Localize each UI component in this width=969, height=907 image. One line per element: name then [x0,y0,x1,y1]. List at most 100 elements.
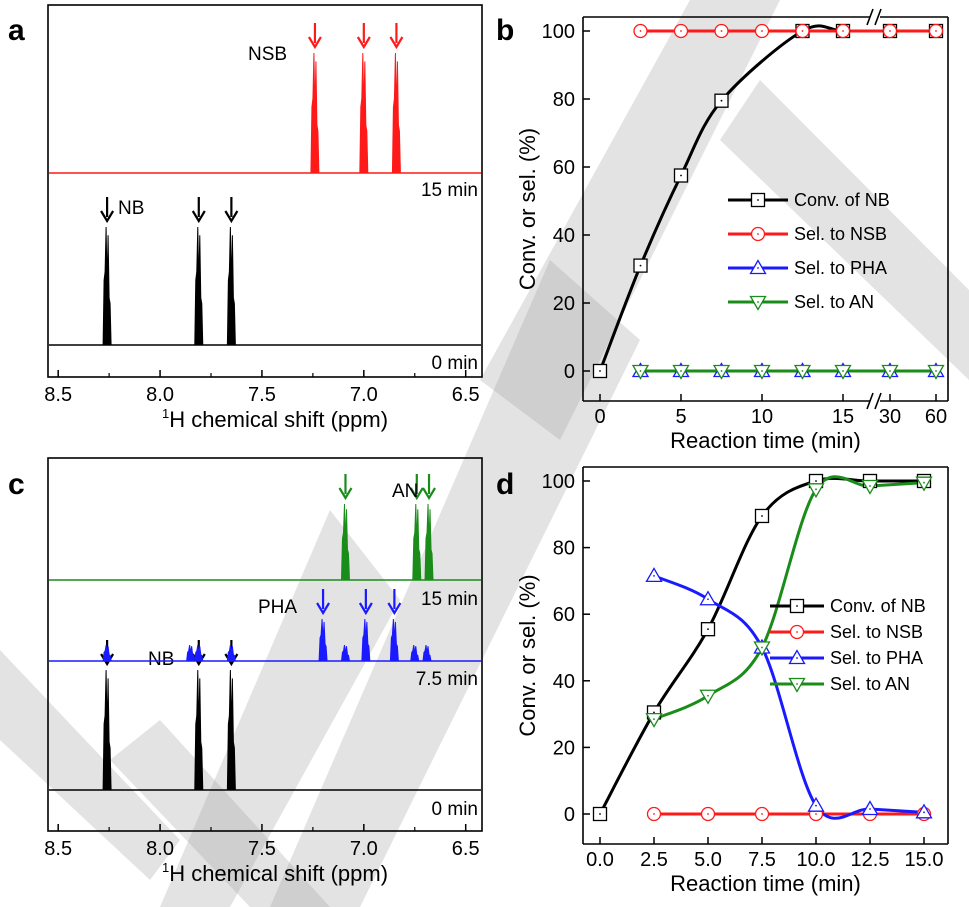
peak [194,644,204,662]
marker-dot [796,657,798,659]
peak [194,669,204,791]
legend-label: Sel. to NSB [794,224,887,244]
marker-dot [720,370,723,372]
peak [359,52,369,174]
y-tick-label: 80 [553,89,575,111]
legend-label: Sel. to PHA [794,258,887,278]
marker-dot [801,30,804,32]
peak [310,52,320,174]
axis-break-gap [870,396,880,406]
y-tick-label: 80 [553,538,575,560]
marker-dot [935,30,937,32]
marker-triangle-down [788,677,806,693]
time-label: 15 min [421,180,478,201]
x-tick-label: 7.0 [350,384,378,406]
x-axis-title-sup: 1 [162,406,169,421]
marker-dot [680,30,682,32]
marker-dot [761,515,763,517]
y-tick-label: 0 [564,361,575,383]
legend-item: Conv. of NB [728,190,890,210]
marker-dot [720,99,723,102]
peak-arrowhead [356,36,371,50]
legend-label: Conv. of NB [830,596,926,616]
series-markers [631,364,945,380]
y-tick-label: 100 [542,471,575,493]
peak-arrowhead [389,36,404,50]
marker-dot [923,811,925,814]
x-tick-label: 7.5 [748,849,776,871]
trace-nsb: NSB 15 min [49,23,481,201]
y-tick-label: 20 [553,737,575,759]
x-tick-label: 10 [751,406,773,428]
x-tick-label: 8.5 [44,838,72,860]
panel-letter-b: b [496,14,514,47]
peak-arrowhead [338,487,353,501]
marker-dot [653,813,655,815]
marker-dot [815,813,817,815]
marker-triangle-down [672,364,690,380]
marker-triangle-up [699,590,717,606]
marker-triangle-down [881,364,899,380]
time-label: 7.5 min [416,669,478,690]
trace-an: AN 15 min [49,474,481,610]
peak [424,503,434,581]
marker-dot [796,605,798,607]
plot-frame [47,4,483,378]
y-tick-label: 40 [553,225,575,247]
marker-dot [815,804,817,807]
x-axis-title: Reaction time (min) [670,428,861,453]
marker-dot [757,199,759,201]
marker-dot [757,267,759,269]
marker-dot [801,370,804,372]
x-tick-label: 7.5 [248,384,276,406]
peak-arrowhead [409,487,424,501]
x-tick-label: 0 [594,406,605,428]
legend-item: Sel. to AN [770,674,910,694]
peak [412,503,422,581]
time-label: 0 min [432,799,478,820]
panel-a-nmr: 8.5 8.0 7.5 7.0 6.5 1H chemical shift (ppm) NB… [44,4,483,432]
legend-item: Sel. to PHA [770,648,923,668]
legend-label: Sel. to AN [794,292,874,312]
marker-dot [653,711,655,714]
series-markers [645,476,933,728]
marker-dot [935,370,937,372]
marker-triangle-down [753,364,771,380]
x-tick-label: 12.5 [851,849,890,871]
peak [318,618,328,662]
panel-letter-d: d [496,468,514,501]
x-axis-title-text: H chemical shift (ppm) [169,861,388,886]
x-axis-title: 1H chemical shift (ppm) [162,406,388,432]
marker-dot [707,694,709,697]
marker-dot [599,370,601,372]
legend-label: Sel. to PHA [830,648,923,668]
marker-triangle-down [807,483,825,499]
peak [389,618,399,662]
marker-dot [796,683,798,685]
peak [226,644,236,662]
compound-label: AN [392,481,418,502]
marker-dot [680,174,682,177]
marker-triangle-up [861,800,879,816]
peak-arrowhead [307,36,322,50]
axis-break-mark [866,392,874,410]
marker-triangle-up [915,803,933,819]
x-tick-label: 7.0 [350,838,378,860]
marker-dot [761,813,763,815]
plot-frame [47,457,483,832]
legend-item: Sel. to AN [728,292,874,312]
marker-triangle-down [793,364,812,380]
peak [186,644,196,662]
marker-triangle-down [712,364,731,380]
marker-dot [707,628,709,631]
marker-dot [889,370,891,372]
peak [102,226,112,346]
peak [361,618,371,662]
marker-triangle-up [645,567,663,583]
marker-triangle-down [699,689,717,705]
legend-item: Sel. to NSB [770,622,923,642]
x-tick-label: 60 [925,406,947,428]
marker-dot [761,30,763,32]
